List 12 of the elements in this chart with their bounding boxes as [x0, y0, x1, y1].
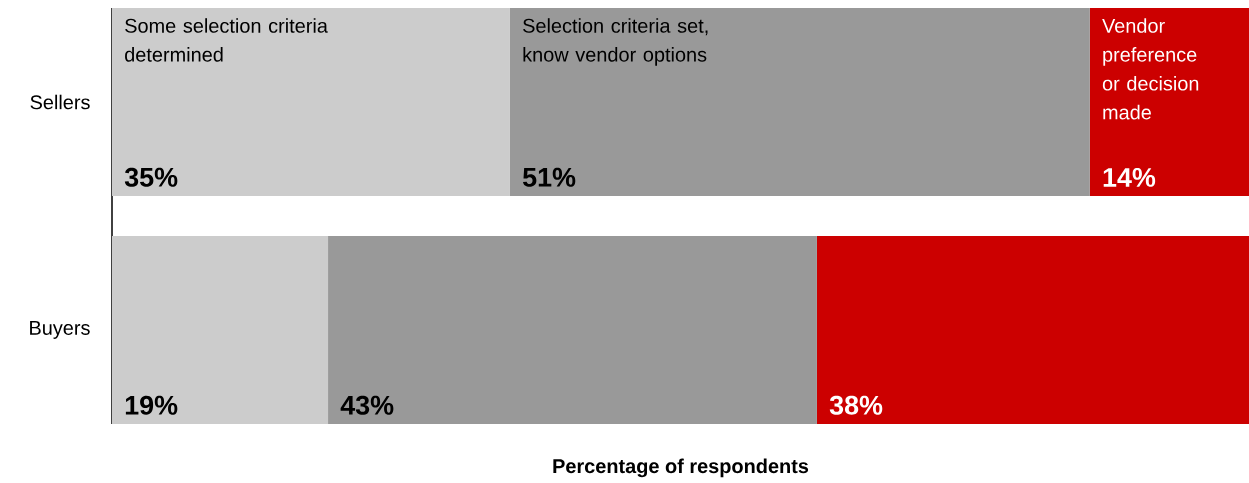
data-label: 14%	[1103, 167, 1156, 187]
data-label: 35%	[124, 167, 178, 187]
series-label: Selection criteria set, know vendor options	[523, 18, 708, 66]
data-label: 43%	[340, 395, 394, 415]
data-label: 19%	[125, 395, 178, 415]
series-label: Vendor preference or decision made	[1102, 18, 1199, 120]
data-label: 38%	[829, 395, 883, 415]
series-label: Some selection criteria determined	[125, 18, 328, 62]
data-label: 51%	[522, 167, 576, 187]
y-tick-label: Buyers	[30, 321, 90, 339]
x-axis-title: Percentage of respondents	[553, 458, 809, 478]
y-tick-label: Sellers	[30, 94, 90, 110]
